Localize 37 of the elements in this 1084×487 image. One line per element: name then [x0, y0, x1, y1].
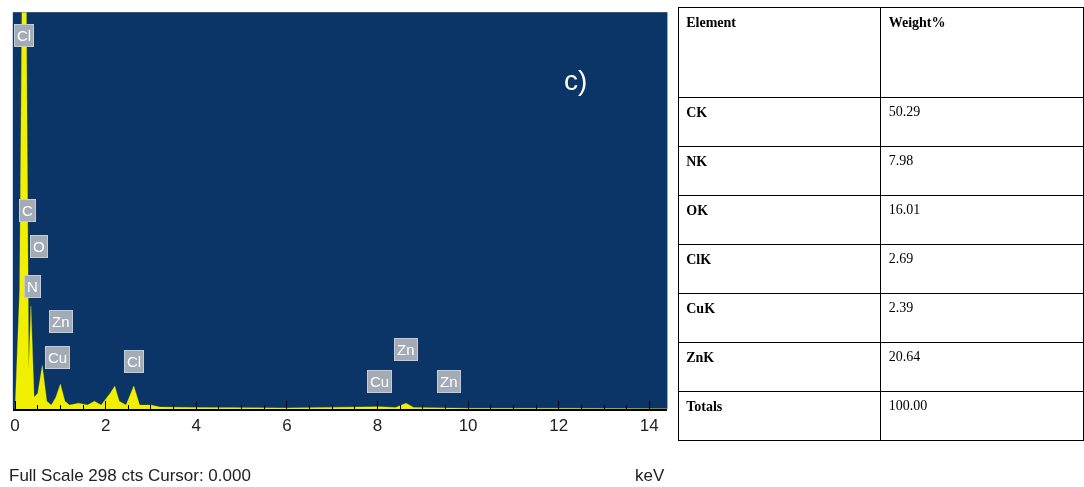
x-tick-label: 2	[100, 416, 111, 436]
x-tick-label: 4	[191, 416, 202, 436]
text: Weight%	[888, 15, 946, 31]
x-tick-label: 0	[10, 416, 20, 436]
category-label: CK	[686, 105, 708, 121]
category-label: Totals	[686, 399, 723, 415]
annotation: Zn	[397, 341, 415, 358]
text: Full Scale 298 cts Cursor: 0.000	[9, 466, 251, 485]
data-label: 7.98	[888, 152, 914, 168]
annotation: c)	[564, 65, 588, 96]
x-tick-label: 8	[372, 416, 383, 436]
data-label: 2.39	[888, 299, 914, 315]
annotation: Cu	[48, 349, 68, 366]
annotation: Cl	[17, 27, 32, 44]
annotation: C	[22, 202, 33, 219]
annotation: N	[27, 278, 38, 295]
annotation: Zn	[52, 313, 70, 330]
x-tick-label: 12	[549, 416, 569, 436]
x-tick-label: 14	[639, 416, 659, 436]
annotation: O	[33, 238, 45, 255]
category-label: OK	[686, 203, 709, 219]
x-tick-label: 10	[458, 416, 478, 436]
data-label: 100.00	[888, 397, 928, 413]
category-label: ClK	[686, 252, 712, 268]
data-label: 2.69	[888, 250, 914, 266]
category-label: ZnK	[686, 350, 715, 366]
annotation: Zn	[440, 373, 458, 390]
data-label: 16.01	[888, 201, 921, 217]
category-label: CuK	[686, 301, 716, 317]
text: Element	[686, 15, 737, 31]
x-tick-label: 6	[282, 416, 292, 436]
x-axis-title: keV	[635, 466, 665, 485]
annotation: Cu	[370, 373, 390, 390]
category-label: NK	[686, 154, 708, 170]
data-label: 20.64	[888, 348, 921, 364]
data-label: 50.29	[888, 103, 921, 119]
annotation: Cl	[127, 353, 142, 370]
